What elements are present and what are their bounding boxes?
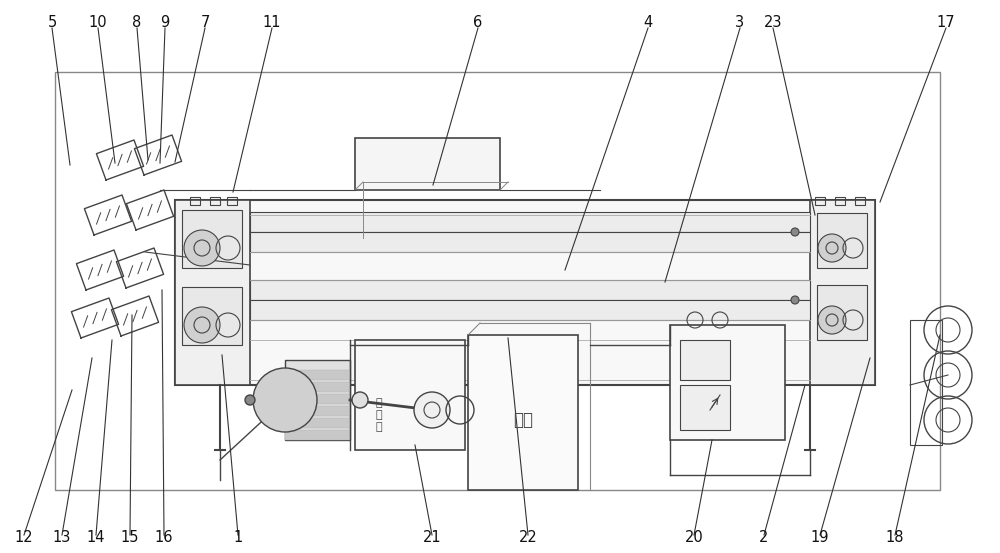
Bar — [815, 197, 825, 205]
Circle shape — [818, 234, 846, 262]
Bar — [210, 197, 220, 205]
Bar — [182, 210, 242, 268]
Text: 4: 4 — [643, 15, 653, 30]
Text: 10: 10 — [89, 15, 107, 30]
Circle shape — [352, 392, 368, 408]
Bar — [175, 200, 875, 385]
Text: 13: 13 — [53, 530, 71, 545]
Bar — [680, 340, 730, 380]
Text: 11: 11 — [263, 15, 281, 30]
Text: 12: 12 — [15, 530, 33, 545]
Text: 15: 15 — [121, 530, 139, 545]
Bar — [680, 385, 730, 430]
Bar — [285, 360, 350, 440]
Bar — [855, 197, 865, 205]
Text: 8: 8 — [132, 15, 142, 30]
Bar — [250, 300, 810, 320]
Text: 6: 6 — [473, 15, 483, 30]
Bar — [835, 197, 845, 205]
Bar — [250, 232, 810, 252]
Text: 14: 14 — [87, 530, 105, 545]
Bar — [670, 325, 785, 440]
Text: 7: 7 — [200, 15, 210, 30]
Bar — [285, 382, 350, 392]
Bar — [190, 197, 200, 205]
Text: 9: 9 — [160, 15, 170, 30]
Text: 16: 16 — [155, 530, 173, 545]
Text: 19: 19 — [811, 530, 829, 545]
Bar — [355, 138, 500, 190]
Circle shape — [184, 230, 220, 266]
Bar — [910, 320, 942, 445]
Text: 22: 22 — [519, 530, 537, 545]
Bar — [250, 280, 810, 300]
Bar — [285, 394, 350, 404]
Bar — [468, 335, 578, 490]
Circle shape — [791, 228, 799, 236]
Text: 3: 3 — [735, 15, 745, 30]
Text: 17: 17 — [937, 15, 955, 30]
Bar — [355, 340, 465, 450]
Text: 18: 18 — [886, 530, 904, 545]
Text: 1: 1 — [233, 530, 243, 545]
Bar — [175, 200, 250, 385]
Circle shape — [818, 306, 846, 334]
Circle shape — [184, 307, 220, 343]
Circle shape — [253, 368, 317, 432]
Text: 21: 21 — [423, 530, 441, 545]
Circle shape — [414, 392, 450, 428]
Text: 5: 5 — [47, 15, 57, 30]
Text: 水箱: 水箱 — [513, 411, 533, 429]
Circle shape — [245, 395, 255, 405]
Bar — [285, 406, 350, 416]
Circle shape — [791, 296, 799, 304]
Bar — [285, 418, 350, 428]
Text: 2: 2 — [759, 530, 769, 545]
Bar — [285, 370, 350, 380]
Text: 制
冷
机: 制 冷 机 — [375, 398, 382, 431]
Bar — [817, 285, 867, 340]
Bar — [285, 430, 350, 440]
Bar — [55, 72, 940, 490]
Bar — [250, 212, 810, 232]
Bar — [182, 287, 242, 345]
Text: 23: 23 — [764, 15, 782, 30]
Bar — [817, 213, 867, 268]
Bar — [227, 197, 237, 205]
Text: 20: 20 — [685, 530, 703, 545]
Bar — [810, 200, 875, 385]
